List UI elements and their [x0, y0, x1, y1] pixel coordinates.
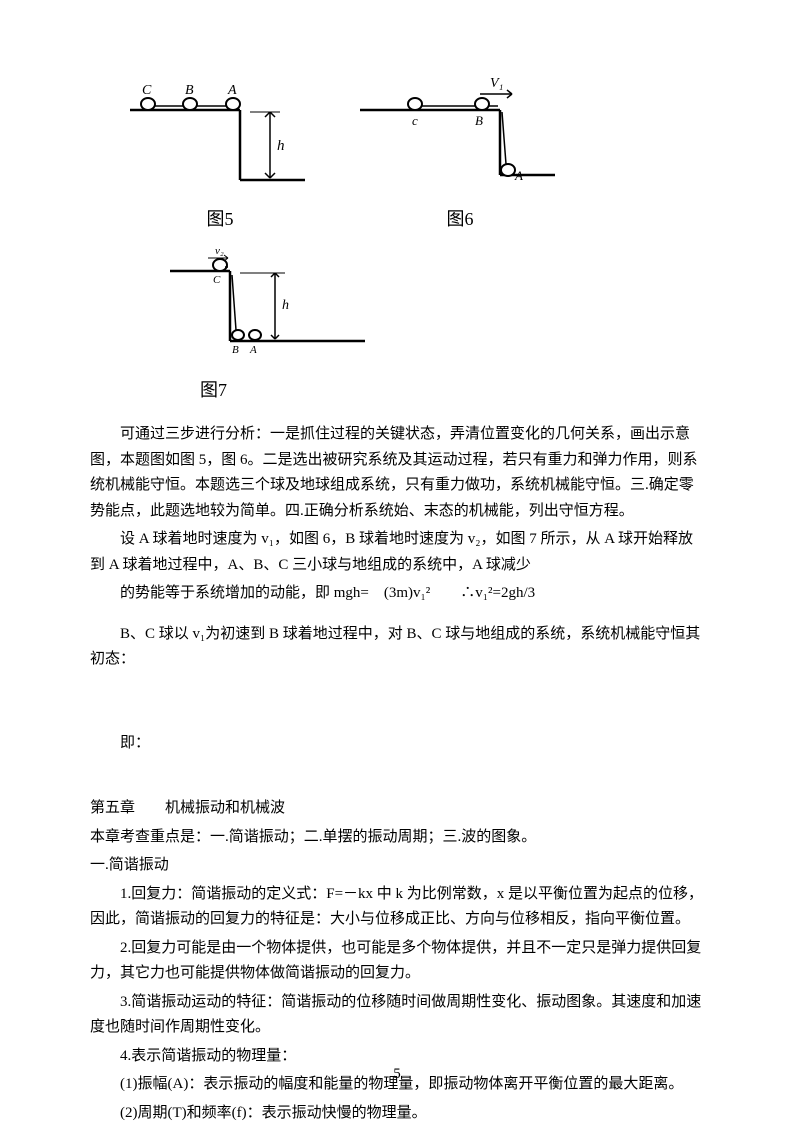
- text-body: 可通过三步进行分析：一是抓住过程的关键状态，弄清位置变化的几何关系，画出示意图，…: [90, 422, 704, 1126]
- svg-text:v₂: v₂: [215, 245, 224, 257]
- paragraph-1: 可通过三步进行分析：一是抓住过程的关键状态，弄清位置变化的几何关系，画出示意图，…: [90, 422, 704, 524]
- fig7-caption: 图7: [200, 376, 704, 402]
- item-1: 1.回复力：简谐振动的定义式：F=－kx 中 k 为比例常数，x 是以平衡位置为…: [90, 882, 704, 933]
- paragraph-3: 的势能等于系统增加的动能，即 mgh= (3m)v₁² ∴v₁²=2gh/3: [90, 581, 704, 607]
- svg-text:C: C: [142, 83, 152, 98]
- svg-text:B: B: [232, 344, 239, 356]
- chapter-points: 本章考查重点是：一.简谐振动；二.单摆的振动周期；三.波的图象。: [90, 825, 704, 851]
- svg-text:c: c: [412, 113, 418, 128]
- fig6-caption: 图6: [447, 205, 474, 231]
- fig5-svg: C B A h: [130, 70, 310, 200]
- figure-5: C B A h 图5: [130, 70, 310, 231]
- svg-text:A: A: [227, 83, 237, 98]
- figure-7: v₂ C B A h 图7: [170, 241, 704, 402]
- svg-text:B: B: [475, 113, 483, 128]
- svg-text:V₁: V₁: [490, 76, 503, 91]
- paragraph-4: B、C 球以 v₁为初速到 B 球着地过程中，对 B、C 球与地组成的系统，系统…: [90, 622, 704, 673]
- figure-6: c B A V₁ 图6: [360, 70, 560, 231]
- item-4-2: (2)周期(T)和频率(f)：表示振动快慢的物理量。: [90, 1101, 704, 1126]
- svg-text:h: h: [277, 138, 285, 154]
- svg-text:A: A: [514, 168, 523, 183]
- section-1: 一.简谐振动: [90, 853, 704, 879]
- chapter-title: 第五章 机械振动和机械波: [90, 796, 704, 822]
- page-number: 5: [393, 1066, 401, 1083]
- fig5-caption: 图5: [207, 205, 234, 231]
- fig7-svg: v₂ C B A h: [170, 241, 370, 371]
- svg-text:B: B: [185, 83, 194, 98]
- svg-text:A: A: [249, 344, 257, 356]
- svg-text:C: C: [213, 274, 221, 286]
- fig6-svg: c B A V₁: [360, 70, 560, 200]
- figures-top-row: C B A h 图5 c B A: [130, 70, 704, 231]
- paragraph-5: 即：: [90, 731, 704, 757]
- item-3: 3.简谐振动运动的特征：简谐振动的位移随时间做周期性变化、振动图象。其速度和加速…: [90, 990, 704, 1041]
- item-2: 2.回复力可能是由一个物体提供，也可能是多个物体提供，并且不一定只是弹力提供回复…: [90, 936, 704, 987]
- svg-text:h: h: [282, 298, 289, 313]
- paragraph-2: 设 A 球着地时速度为 v₁，如图 6，B 球着地时速度为 v₂，如图 7 所示…: [90, 527, 704, 578]
